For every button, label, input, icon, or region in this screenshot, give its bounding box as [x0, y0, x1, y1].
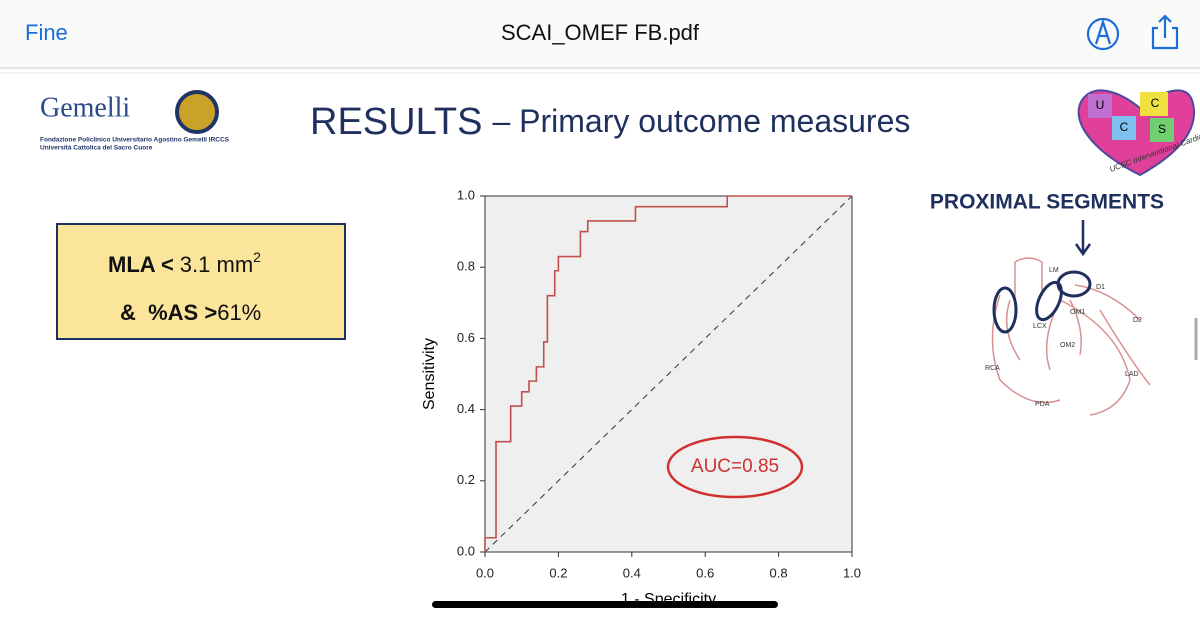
x-tick-label: 0.4 [623, 565, 641, 580]
criteria-text: 61% [217, 300, 261, 325]
x-tick-label: 0.0 [476, 565, 494, 580]
x-tick-label: 1.0 [843, 565, 861, 580]
x-tick-label: 0.6 [696, 565, 714, 580]
diagram-label: OM1 [1070, 309, 1085, 316]
y-tick-label: 0.4 [457, 401, 475, 416]
y-tick-label: 0.8 [457, 259, 475, 274]
diagram-title: PROXIMAL SEGMENTS [930, 191, 1164, 214]
badge-letter: C [1120, 120, 1129, 134]
criteria-text: 3.1 mm [180, 252, 253, 277]
toolbar [0, 0, 1200, 68]
logo-line: Fondazione Policlinico Universitario Ago… [40, 137, 230, 144]
diagram-label: D2 [1133, 317, 1142, 324]
markup-button[interactable] [1086, 17, 1120, 51]
criteria-bold: & %AS > [120, 300, 217, 325]
criteria-line: MLA <3.1 mm2 [108, 249, 261, 277]
y-tick-label: 0.0 [457, 543, 475, 558]
title-main: RESULTS [310, 101, 482, 143]
logo-seal [175, 90, 219, 134]
badge-letter: U [1096, 98, 1105, 112]
criteria-sup: 2 [253, 249, 261, 265]
criteria-bold: MLA < [108, 252, 174, 277]
logo-line: Università Cattolica del Sacro Cuore [40, 145, 153, 152]
annotation: AUC=0.85 [691, 456, 779, 477]
y-tick-label: 0.6 [457, 330, 475, 345]
criteria-box [56, 223, 346, 340]
y-tick-label: 1.0 [457, 187, 475, 202]
badge: U C C S UCSC Interventional Cardiology [1077, 89, 1200, 177]
doc-title: SCAI_OMEF FB.pdf [501, 20, 700, 45]
badge-letter: C [1151, 96, 1160, 110]
roc-curve [484, 195, 852, 552]
reference-line [484, 195, 853, 553]
home-indicator [432, 601, 778, 608]
annotation-ellipse [666, 435, 804, 499]
diagram-label: OM2 [1060, 342, 1075, 349]
slide-title: RESULTS – Primary outcome measures [310, 101, 910, 143]
title-sub: – Primary outcome measures [492, 103, 910, 139]
diagram-label: RCA [985, 365, 1000, 372]
badge-letter: S [1158, 122, 1166, 136]
diagram-label: LM [1049, 267, 1059, 274]
diagram-label: D1 [1096, 284, 1105, 291]
back-button[interactable]: Fine [25, 20, 68, 45]
logo-name: Gemelli [40, 92, 130, 123]
x-tick-label: 0.8 [770, 565, 788, 580]
diagram-label: LAD [1125, 371, 1139, 378]
diagram-label: LCX [1033, 323, 1047, 330]
y-tick-label: 0.2 [457, 472, 475, 487]
criteria-line: & %AS >61% [120, 300, 261, 325]
share-button[interactable] [1151, 14, 1179, 50]
heart-diagram [991, 220, 1151, 416]
y-axis-label: Sensitivity [421, 338, 438, 410]
diagram-label: PDA [1035, 401, 1050, 408]
x-tick-label: 0.2 [549, 565, 567, 580]
